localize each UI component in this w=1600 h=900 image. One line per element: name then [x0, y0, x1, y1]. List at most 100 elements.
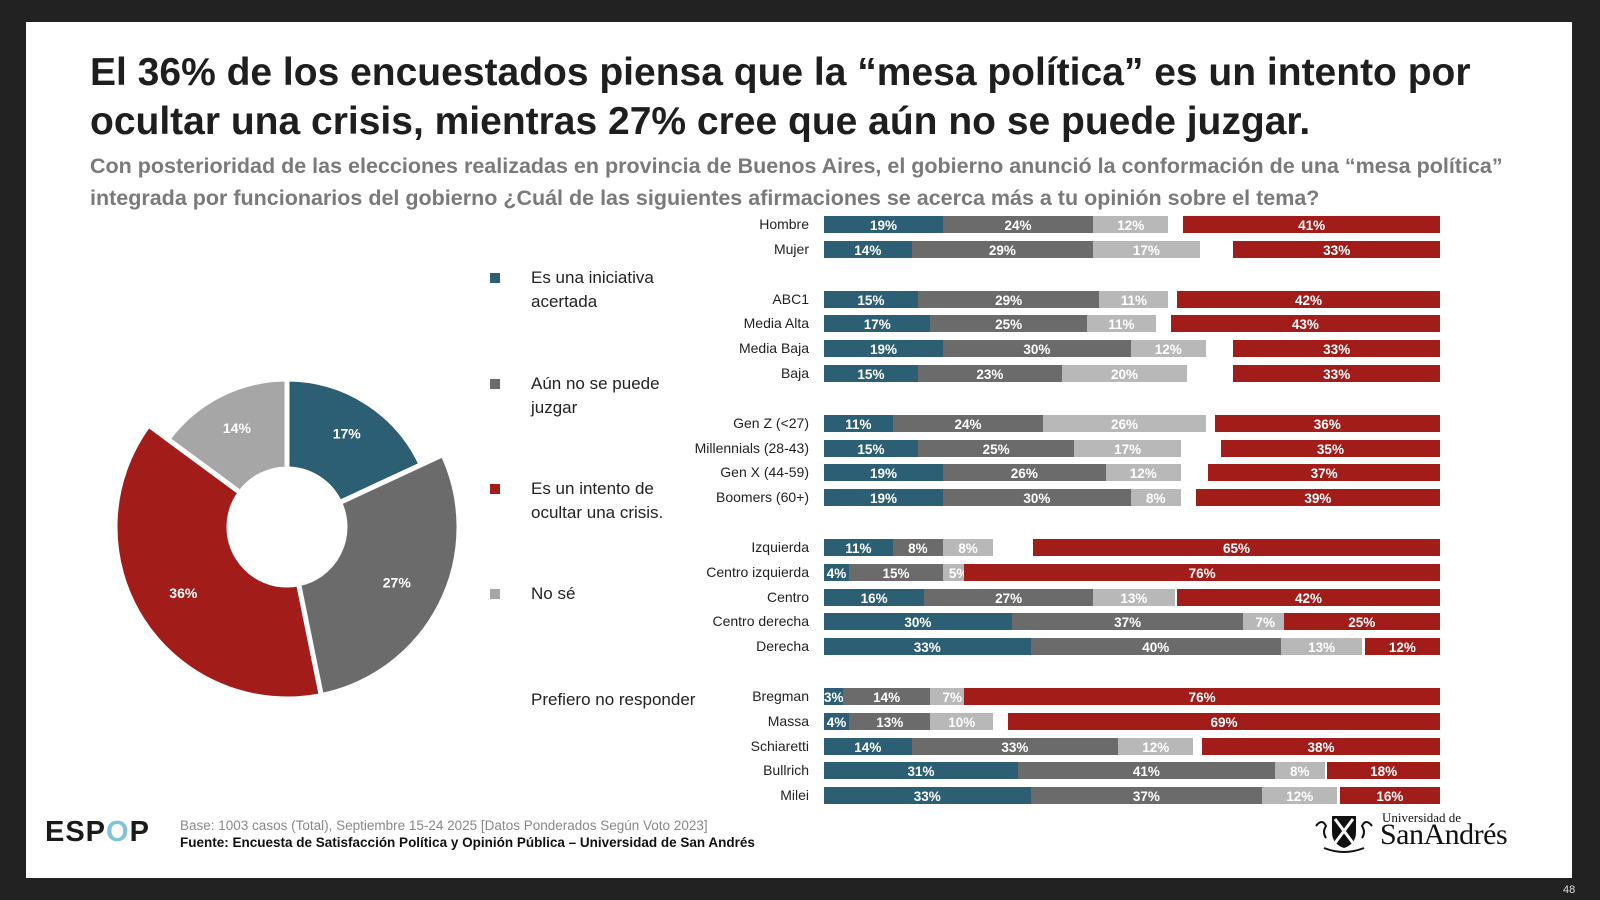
bar-segment-acertada: 16%	[824, 588, 925, 606]
bar-segment-ocultar: 16%	[1339, 787, 1440, 805]
stacked-bar-chart: Hombre 19% 24% 12% 41% Mujer 14% 29% 17% 33% ABC1 1…	[26, 22, 1572, 878]
footer-source: Fuente: Encuesta de Satisfacción Polític…	[180, 835, 755, 850]
donut-slice	[284, 376, 425, 506]
espop-logo: ESPOP	[45, 816, 150, 849]
bar-row-label: Centro	[766, 588, 809, 605]
donut-slice-label: 14%	[223, 420, 252, 436]
bar-segment-no_juzgar: 37%	[1011, 613, 1244, 631]
bar-segment-no_se: 10%	[930, 712, 993, 730]
bar-segment-ocultar: 76%	[964, 563, 1440, 581]
bar-segment-acertada: 30%	[824, 613, 1012, 631]
bar-segment-no_juzgar: 15%	[849, 563, 943, 581]
slide: El 36% de los encuestados piensa que la …	[26, 22, 1572, 878]
bar-segment-acertada: 19%	[824, 489, 943, 507]
bar-segment-acertada: 15%	[824, 439, 918, 457]
bar-segment-acertada: 14%	[824, 737, 912, 755]
bar-segment-acertada: 4%	[824, 563, 850, 581]
crest-icon	[1315, 816, 1373, 853]
bar-segment-acertada: 33%	[824, 787, 1031, 805]
donut-chart: 17% 27% 36% 14%	[112, 376, 462, 702]
bar-segment-ocultar: 33%	[1233, 365, 1440, 382]
bar-row-label: Derecha	[756, 638, 809, 655]
bar-segment-ocultar: 33%	[1233, 340, 1440, 358]
bar-segment-no_juzgar: 30%	[942, 489, 1131, 507]
bar-segment-no_se: 12%	[1130, 340, 1206, 358]
bar-segment-no_se: 7%	[1243, 613, 1288, 631]
bar-row-label: Gen X (44-59)	[720, 464, 809, 481]
bar-segment-no_juzgar: 40%	[1030, 638, 1281, 656]
bar-segment-no_juzgar: 24%	[942, 216, 1094, 233]
legend-label: Es un intento de ocultar una crisis.	[531, 479, 664, 522]
legend-label: Aún no se puede juzgar	[531, 374, 660, 417]
bar-segment-no_juzgar: 41%	[1018, 762, 1275, 780]
bar-segment-ocultar: 43%	[1170, 315, 1440, 333]
bar-row-label: ABC1	[772, 290, 809, 307]
university-label-big: SanAndrés	[1380, 818, 1508, 851]
donut-slice	[164, 376, 290, 497]
bar-segment-acertada: 31%	[824, 762, 1019, 780]
bar-segment-ocultar: 65%	[1033, 539, 1440, 556]
bar-row-label: Bullrich	[763, 762, 809, 779]
bar-segment-no_juzgar: 13%	[849, 712, 931, 730]
bar-segment-acertada: 15%	[824, 365, 918, 382]
bar-segment-no_se: 12%	[1262, 787, 1338, 805]
bar-row-label: Boomers (60+)	[716, 489, 809, 506]
bar-segment-no_se: 7%	[930, 688, 975, 705]
bar-segment-acertada: 3%	[824, 688, 844, 705]
bar-segment-ocultar: 33%	[1233, 240, 1440, 258]
espop-logo-o: O	[106, 816, 130, 848]
bar-segment-no_juzgar: 14%	[842, 688, 931, 705]
bar-segment-no_se: 12%	[1093, 216, 1169, 233]
bar-row-label: Centro izquierda	[706, 563, 809, 580]
bar-row-label: Millennials (28-43)	[694, 439, 809, 456]
bar-segment-no_se: 26%	[1043, 414, 1206, 432]
legend-swatch	[490, 379, 500, 389]
bar-row-label: Massa	[767, 712, 809, 729]
bar-segment-acertada: 19%	[824, 464, 943, 482]
bar-segment-ocultar: 12%	[1364, 638, 1440, 656]
donut-slice	[295, 451, 462, 699]
bar-segment-acertada: 4%	[824, 712, 850, 730]
legend-swatch	[490, 273, 500, 283]
bar-segment-no_juzgar: 8%	[892, 539, 943, 556]
slide-title: El 36% de los encuestados piensa que la …	[90, 51, 1471, 143]
bar-segment-acertada: 17%	[824, 315, 931, 333]
donut-slice-label: 17%	[333, 425, 362, 441]
bar-segment-acertada: 11%	[824, 539, 893, 556]
bar-segment-ocultar: 41%	[1183, 216, 1440, 233]
bar-segment-no_se: 11%	[1099, 290, 1169, 308]
bar-segment-no_se: 17%	[1093, 240, 1200, 258]
bar-segment-no_juzgar: 30%	[942, 340, 1131, 358]
bar-segment-no_se: 12%	[1105, 464, 1181, 482]
bar-segment-no_se: 17%	[1074, 439, 1181, 457]
bar-segment-acertada: 33%	[824, 638, 1031, 656]
bar-segment-no_se: 13%	[1093, 588, 1175, 606]
legend-label: Es una iniciativa acertada	[531, 268, 654, 311]
legend-swatch	[490, 589, 500, 599]
bar-segment-no_juzgar: 24%	[892, 414, 1044, 432]
bar-row-label: Media Baja	[738, 340, 809, 357]
bar-row-label: Bregman	[752, 688, 809, 704]
espop-logo-text: ESP	[45, 816, 107, 848]
bar-segment-ocultar: 42%	[1177, 290, 1440, 308]
bar-row-label: Hombre	[759, 216, 809, 232]
bar-segment-no_juzgar: 26%	[942, 464, 1106, 482]
bar-segment-ocultar: 37%	[1208, 464, 1440, 482]
bar-segment-no_juzgar: 23%	[917, 365, 1062, 382]
bar-segment-no_se: 8%	[942, 539, 994, 556]
bar-row-label: Centro derecha	[712, 613, 809, 630]
bar-segment-ocultar: 36%	[1214, 414, 1440, 432]
universidad-san-andres-logo: Universidad de SanAndrés	[1312, 810, 1532, 854]
bar-segment-ocultar: 35%	[1220, 439, 1440, 457]
bar-segment-no_juzgar: 33%	[911, 737, 1119, 755]
bar-segment-ocultar: 42%	[1177, 588, 1440, 606]
page-number: 48	[1563, 884, 1576, 896]
bar-segment-ocultar: 18%	[1327, 762, 1440, 780]
bar-segment-acertada: 19%	[824, 216, 943, 233]
bar-row-label: Mujer	[773, 240, 809, 257]
bar-segment-no_juzgar: 37%	[1030, 787, 1263, 805]
donut-slice	[112, 421, 325, 702]
bar-segment-no_juzgar: 25%	[917, 439, 1075, 457]
bar-segment-ocultar: 69%	[1008, 712, 1440, 730]
bar-segment-acertada: 19%	[824, 340, 943, 358]
